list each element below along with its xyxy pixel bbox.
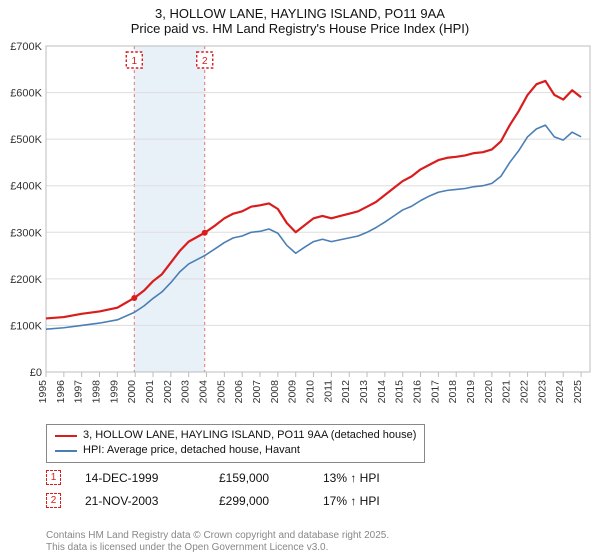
legend-label-subject: 3, HOLLOW LANE, HAYLING ISLAND, PO11 9AA… [83,428,416,443]
svg-text:2009: 2009 [287,380,299,404]
svg-text:£700K: £700K [10,41,42,53]
svg-text:1997: 1997 [73,380,85,404]
chart-legend: 3, HOLLOW LANE, HAYLING ISLAND, PO11 9AA… [46,424,425,463]
svg-text:2002: 2002 [162,380,174,404]
legend-swatch-blue [55,450,77,452]
footer-attribution: Contains HM Land Registry data © Crown c… [46,530,389,554]
svg-text:2019: 2019 [465,380,477,404]
svg-text:2025: 2025 [572,380,584,404]
sale-date: 14-DEC-1999 [85,471,195,485]
svg-text:2017: 2017 [429,380,441,404]
svg-text:1995: 1995 [37,380,49,404]
sale-pct: 17% ↑ HPI [323,494,413,508]
svg-text:£600K: £600K [10,88,42,100]
footer-line2: This data is licensed under the Open Gov… [46,542,389,554]
svg-text:2020: 2020 [483,380,495,404]
svg-text:2006: 2006 [233,380,245,404]
legend-swatch-red [55,435,77,437]
svg-text:£500K: £500K [10,134,42,146]
svg-text:£400K: £400K [10,181,42,193]
svg-text:£300K: £300K [10,227,42,239]
svg-text:2000: 2000 [126,380,138,404]
sale-pct: 13% ↑ HPI [323,471,413,485]
svg-text:2007: 2007 [251,380,263,404]
legend-item-subject: 3, HOLLOW LANE, HAYLING ISLAND, PO11 9AA… [55,428,416,443]
svg-text:2011: 2011 [322,380,334,403]
svg-text:£200K: £200K [10,274,42,286]
sale-marker-1: 1 [46,470,61,485]
svg-text:2022: 2022 [519,380,531,404]
sale-price: £159,000 [219,471,299,485]
footer-line1: Contains HM Land Registry data © Crown c… [46,530,389,542]
svg-text:1999: 1999 [108,380,120,404]
page-title-line2: Price paid vs. HM Land Registry's House … [0,21,600,36]
svg-text:2003: 2003 [180,380,192,404]
svg-text:2008: 2008 [269,380,281,404]
sale-date: 21-NOV-2003 [85,494,195,508]
svg-text:2023: 2023 [536,380,548,404]
svg-text:£0: £0 [30,367,42,379]
sale-price: £299,000 [219,494,299,508]
svg-text:2012: 2012 [340,380,352,404]
svg-text:2015: 2015 [394,380,406,404]
svg-text:2021: 2021 [501,380,513,404]
legend-label-hpi: HPI: Average price, detached house, Hava… [83,443,300,458]
chart-svg: £0 £100K £200K £300K £400K £500K £600K £700K 199… [0,40,600,420]
svg-text:2014: 2014 [376,380,388,404]
svg-text:2: 2 [202,56,208,67]
svg-text:1996: 1996 [55,380,67,404]
svg-text:2010: 2010 [305,380,317,404]
svg-text:2016: 2016 [412,380,424,404]
svg-text:2024: 2024 [554,380,566,404]
sales-table: 1 14-DEC-1999 £159,000 13% ↑ HPI 2 21-NO… [46,466,413,512]
price-chart: £0 £100K £200K £300K £400K £500K £600K £700K 199… [0,40,600,420]
svg-text:1998: 1998 [91,380,103,404]
page-title-line1: 3, HOLLOW LANE, HAYLING ISLAND, PO11 9AA [0,6,600,21]
svg-text:1: 1 [132,56,138,67]
svg-text:2013: 2013 [358,380,370,404]
legend-item-hpi: HPI: Average price, detached house, Hava… [55,443,416,458]
svg-text:£100K: £100K [10,320,42,332]
svg-text:2001: 2001 [144,380,156,404]
svg-text:2004: 2004 [198,380,210,404]
svg-text:2005: 2005 [215,380,227,404]
sales-row: 2 21-NOV-2003 £299,000 17% ↑ HPI [46,489,413,512]
svg-text:2018: 2018 [447,380,459,404]
sale-marker-2: 2 [46,493,61,508]
sales-row: 1 14-DEC-1999 £159,000 13% ↑ HPI [46,466,413,489]
